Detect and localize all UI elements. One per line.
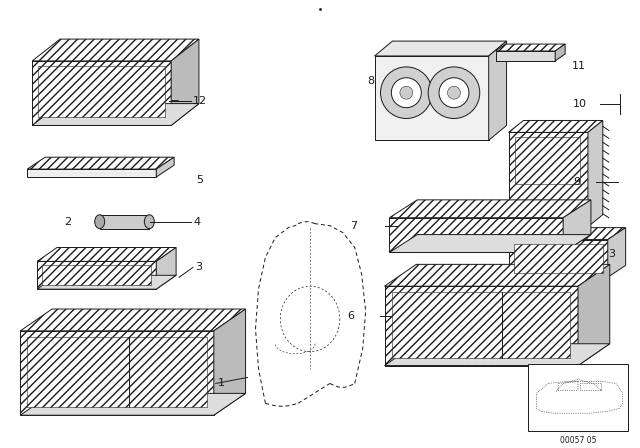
Ellipse shape (95, 215, 105, 228)
Polygon shape (392, 292, 570, 358)
Circle shape (428, 67, 480, 118)
Polygon shape (37, 275, 176, 289)
Circle shape (392, 78, 421, 108)
Text: 2: 2 (64, 217, 71, 227)
Text: 4: 4 (193, 217, 200, 227)
Polygon shape (20, 393, 246, 415)
Text: 7: 7 (350, 221, 357, 231)
Polygon shape (100, 215, 149, 228)
Text: 1: 1 (218, 379, 225, 388)
Polygon shape (28, 157, 174, 169)
Polygon shape (555, 44, 565, 61)
Polygon shape (28, 337, 207, 407)
Text: 3: 3 (195, 263, 202, 272)
Polygon shape (495, 44, 565, 51)
Polygon shape (28, 169, 156, 177)
Polygon shape (42, 265, 151, 285)
Polygon shape (385, 344, 610, 366)
Polygon shape (20, 309, 246, 331)
Polygon shape (37, 247, 176, 261)
Polygon shape (214, 309, 246, 415)
Text: 6: 6 (347, 311, 354, 321)
Polygon shape (515, 138, 580, 184)
Polygon shape (156, 247, 176, 289)
Ellipse shape (145, 215, 154, 228)
Polygon shape (513, 244, 603, 273)
Polygon shape (578, 264, 610, 366)
Polygon shape (32, 103, 199, 125)
Polygon shape (32, 61, 171, 125)
Polygon shape (495, 51, 555, 61)
Text: 11: 11 (572, 61, 586, 71)
Polygon shape (385, 286, 578, 366)
Polygon shape (32, 39, 199, 61)
Polygon shape (588, 121, 603, 227)
Circle shape (400, 86, 413, 99)
Text: 10: 10 (573, 99, 587, 108)
Polygon shape (385, 264, 610, 286)
Polygon shape (20, 331, 214, 415)
Polygon shape (171, 39, 199, 125)
Polygon shape (608, 228, 626, 277)
Circle shape (439, 78, 469, 108)
Polygon shape (509, 121, 603, 132)
Text: 00057 05: 00057 05 (560, 436, 596, 445)
Polygon shape (37, 261, 156, 289)
Polygon shape (390, 218, 563, 253)
Polygon shape (374, 41, 507, 56)
Text: 8: 8 (367, 76, 375, 86)
Circle shape (447, 86, 460, 99)
Polygon shape (509, 132, 588, 227)
Polygon shape (509, 228, 626, 240)
Polygon shape (156, 157, 174, 177)
Polygon shape (390, 235, 591, 253)
Text: 3: 3 (608, 250, 615, 259)
FancyBboxPatch shape (529, 364, 628, 431)
Polygon shape (38, 66, 165, 117)
Polygon shape (563, 200, 591, 253)
Text: 5: 5 (196, 175, 203, 185)
Polygon shape (509, 240, 608, 277)
Polygon shape (489, 41, 507, 140)
Polygon shape (374, 56, 489, 140)
Text: 9: 9 (573, 177, 580, 187)
Circle shape (381, 67, 432, 118)
Text: 12: 12 (193, 95, 207, 106)
Polygon shape (390, 200, 591, 218)
